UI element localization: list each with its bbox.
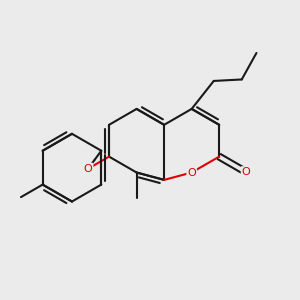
Text: O: O [242,167,250,177]
Text: O: O [84,164,92,174]
Text: O: O [187,167,196,178]
